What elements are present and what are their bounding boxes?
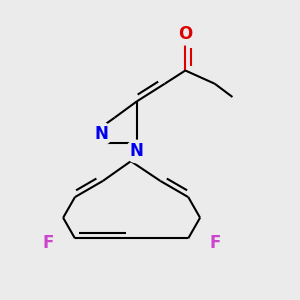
Text: F: F — [43, 234, 54, 252]
Circle shape — [90, 123, 112, 145]
Circle shape — [126, 140, 148, 163]
Circle shape — [174, 22, 197, 45]
Circle shape — [204, 232, 226, 254]
Text: F: F — [209, 234, 220, 252]
Text: N: N — [130, 142, 144, 160]
Circle shape — [37, 232, 60, 254]
Text: N: N — [94, 125, 108, 143]
Text: O: O — [178, 25, 193, 43]
